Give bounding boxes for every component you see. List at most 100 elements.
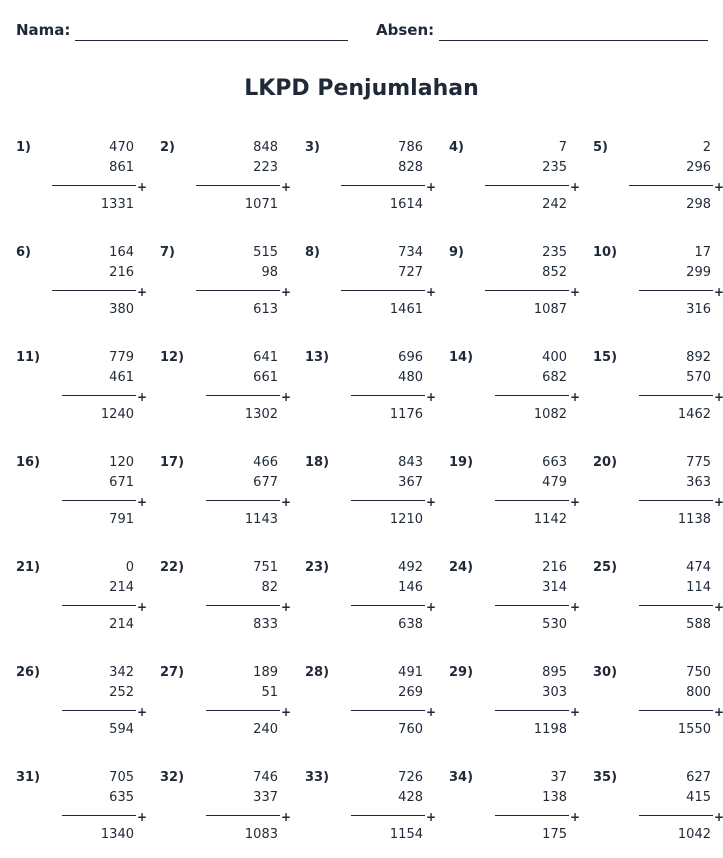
problem-number: 20) <box>593 455 618 470</box>
sum-answer: 1462 <box>677 407 711 422</box>
problem-number: 6) <box>16 245 31 260</box>
sum-rule-line <box>351 710 425 711</box>
sum-rule-line <box>495 815 569 816</box>
sum-answer: 588 <box>686 617 711 632</box>
first-addend: 120 <box>109 455 134 470</box>
second-addend: 216 <box>109 265 134 280</box>
plus-sign: + <box>136 285 147 299</box>
addition-problem: 34) 37 138 +175 <box>449 768 589 852</box>
problem-number: 18) <box>305 455 330 470</box>
problem-number: 1) <box>16 140 31 155</box>
plus-sign: + <box>425 390 436 404</box>
sum-answer: 760 <box>398 722 423 737</box>
addition-problem: 28) 491 269 +760 <box>305 663 445 747</box>
sum-rule-line <box>495 710 569 711</box>
second-addend: 299 <box>686 265 711 280</box>
plus-sign: + <box>425 600 436 614</box>
sum-rule-line <box>639 500 713 501</box>
name-blank-line <box>75 40 348 41</box>
problem-number: 23) <box>305 560 330 575</box>
first-addend: 37 <box>550 770 567 785</box>
absen-label: Absen: <box>376 21 435 39</box>
second-addend: 269 <box>398 685 423 700</box>
first-addend: 627 <box>686 770 711 785</box>
second-addend: 252 <box>109 685 134 700</box>
addition-problem: 7) 515 98 +613 <box>160 243 300 327</box>
second-addend: 479 <box>542 475 567 490</box>
plus-sign: + <box>136 600 147 614</box>
addition-problem: 32) 746 337 +1083 <box>160 768 300 852</box>
second-addend: 214 <box>109 580 134 595</box>
sum-rule-line <box>62 710 136 711</box>
first-addend: 892 <box>686 350 711 365</box>
problem-number: 28) <box>305 665 330 680</box>
second-addend: 800 <box>686 685 711 700</box>
second-addend: 138 <box>542 790 567 805</box>
plus-sign: + <box>136 180 147 194</box>
sum-answer: 1340 <box>100 827 134 842</box>
plus-sign: + <box>569 600 580 614</box>
first-addend: 751 <box>253 560 278 575</box>
first-addend: 515 <box>253 245 278 260</box>
sum-rule-line <box>629 185 713 186</box>
sum-answer: 1302 <box>244 407 278 422</box>
sum-answer: 1461 <box>389 302 423 317</box>
plus-sign: + <box>280 600 291 614</box>
sum-answer: 791 <box>109 512 134 527</box>
plus-sign: + <box>713 390 723 404</box>
sum-rule-line <box>341 290 425 291</box>
sum-rule-line <box>351 815 425 816</box>
sum-rule-line <box>62 500 136 501</box>
second-addend: 635 <box>109 790 134 805</box>
problem-number: 22) <box>160 560 185 575</box>
second-addend: 828 <box>398 160 423 175</box>
second-addend: 98 <box>261 265 278 280</box>
problem-number: 9) <box>449 245 464 260</box>
addition-problem: 13) 696 480 +1176 <box>305 348 445 432</box>
sum-answer: 1198 <box>533 722 567 737</box>
second-addend: 296 <box>686 160 711 175</box>
second-addend: 82 <box>261 580 278 595</box>
plus-sign: + <box>569 285 580 299</box>
addition-problem: 2) 848 223 +1071 <box>160 138 300 222</box>
addition-problem: 12) 641 661 +1302 <box>160 348 300 432</box>
plus-sign: + <box>280 285 291 299</box>
addition-problem: 33) 726 428 +1154 <box>305 768 445 852</box>
second-addend: 314 <box>542 580 567 595</box>
second-addend: 661 <box>253 370 278 385</box>
sum-answer: 833 <box>253 617 278 632</box>
second-addend: 51 <box>261 685 278 700</box>
sum-rule-line <box>639 710 713 711</box>
addition-problem: 17) 466 677 +1143 <box>160 453 300 537</box>
addition-problem: 31) 705 635 +1340 <box>16 768 156 852</box>
addition-problem: 21) 0 214 +214 <box>16 558 156 642</box>
problem-number: 12) <box>160 350 185 365</box>
first-addend: 2 <box>702 140 711 155</box>
second-addend: 480 <box>398 370 423 385</box>
addition-problem: 1) 470 861 +1331 <box>16 138 156 222</box>
sum-answer: 1176 <box>389 407 423 422</box>
sum-rule-line <box>639 290 713 291</box>
addition-problem: 8) 734 727 +1461 <box>305 243 445 327</box>
plus-sign: + <box>280 705 291 719</box>
addition-problem: 14) 400 682 +1082 <box>449 348 589 432</box>
problem-number: 29) <box>449 665 474 680</box>
sum-rule-line <box>485 290 569 291</box>
first-addend: 705 <box>109 770 134 785</box>
second-addend: 861 <box>109 160 134 175</box>
second-addend: 363 <box>686 475 711 490</box>
sum-answer: 1614 <box>389 197 423 212</box>
first-addend: 750 <box>686 665 711 680</box>
second-addend: 570 <box>686 370 711 385</box>
problem-number: 21) <box>16 560 41 575</box>
problem-number: 14) <box>449 350 474 365</box>
addition-problem: 18) 843 367 +1210 <box>305 453 445 537</box>
first-addend: 492 <box>398 560 423 575</box>
plus-sign: + <box>425 495 436 509</box>
sum-rule-line <box>196 185 280 186</box>
sum-answer: 298 <box>686 197 711 212</box>
problem-number: 34) <box>449 770 474 785</box>
addition-problem: 11) 779 461 +1240 <box>16 348 156 432</box>
sum-rule-line <box>351 500 425 501</box>
sum-rule-line <box>639 815 713 816</box>
